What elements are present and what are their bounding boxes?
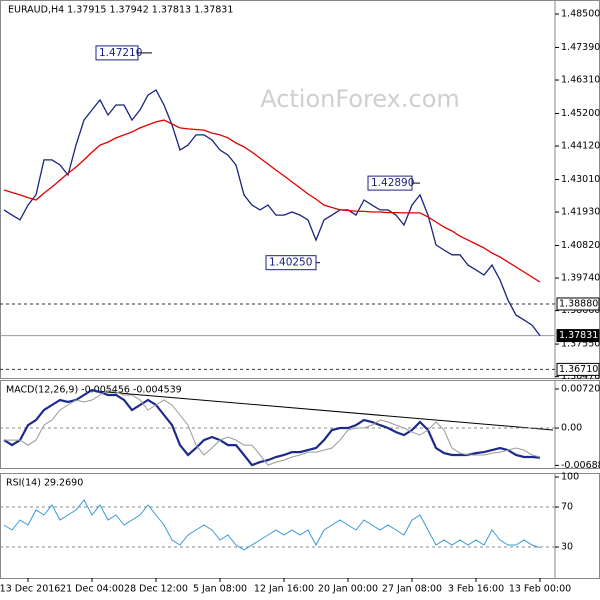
y-tick-label: -0.006888	[561, 460, 600, 471]
annotation-label: 1.42890	[371, 177, 414, 189]
x-tick-label: 21 Dec 04:00	[60, 584, 124, 595]
level-box	[556, 329, 600, 343]
x-tick-label: 20 Jan 00:00	[318, 584, 378, 595]
y-tick-label: 70	[561, 502, 573, 513]
x-tick-label: 3 Feb 16:00	[448, 584, 504, 595]
y-tick-label: 0.007201	[561, 383, 600, 394]
level-label: 1.38880	[559, 298, 598, 309]
level-box	[556, 297, 600, 311]
y-tick-label: 1.36470	[561, 371, 600, 382]
series-line	[4, 389, 541, 466]
x-tick-label: 5 Jan 08:00	[193, 584, 247, 595]
level-label: 1.37831	[559, 330, 598, 341]
level-label: 1.36710	[559, 364, 598, 375]
annotation-box	[95, 45, 139, 61]
x-tick-label: 27 Jan 08:00	[382, 584, 442, 595]
x-tick-label: 13 Dec 2016	[0, 584, 60, 595]
series-line	[3, 499, 541, 551]
y-tick-label: 1.37550	[561, 339, 600, 350]
y-tick-label: 1.41930	[561, 207, 600, 218]
annotation-box	[367, 175, 413, 191]
series-line	[3, 119, 541, 283]
level-box	[556, 362, 600, 376]
y-tick-label: 1.38660	[561, 305, 600, 316]
y-tick-label: 0.00	[561, 423, 582, 434]
y-tick-label: 1.40820	[561, 240, 600, 251]
x-tick-label: 13 Feb 00:00	[509, 584, 571, 595]
x-tick-label: 12 Jan 16:00	[254, 584, 314, 595]
chart-header: EURAUD,H4 1.37915 1.37942 1.37813 1.3783…	[8, 5, 233, 16]
panel-title: RSI(14) 29.2690	[6, 478, 83, 489]
y-tick-label: 30	[561, 542, 573, 553]
trend-line	[94, 390, 554, 431]
x-tick-label: 28 Dec 12:00	[124, 584, 188, 595]
y-tick-label: 100	[561, 472, 579, 483]
y-tick-label: 1.43010	[561, 174, 600, 185]
watermark: ActionForex.com	[260, 85, 460, 113]
y-tick-label: 1.48500	[561, 9, 600, 20]
y-tick-label: 1.39740	[561, 273, 600, 284]
y-tick-label: 1.46310	[561, 75, 600, 86]
annotation-label: 1.47210	[99, 47, 142, 59]
series-line	[3, 89, 541, 336]
y-tick-label: 1.45200	[561, 108, 600, 119]
annotation-box	[265, 255, 317, 271]
y-tick-label: 1.47390	[561, 42, 600, 53]
series-line	[3, 388, 541, 467]
y-tick-label: 1.44120	[561, 141, 600, 152]
annotation-label: 1.40250	[269, 257, 312, 269]
